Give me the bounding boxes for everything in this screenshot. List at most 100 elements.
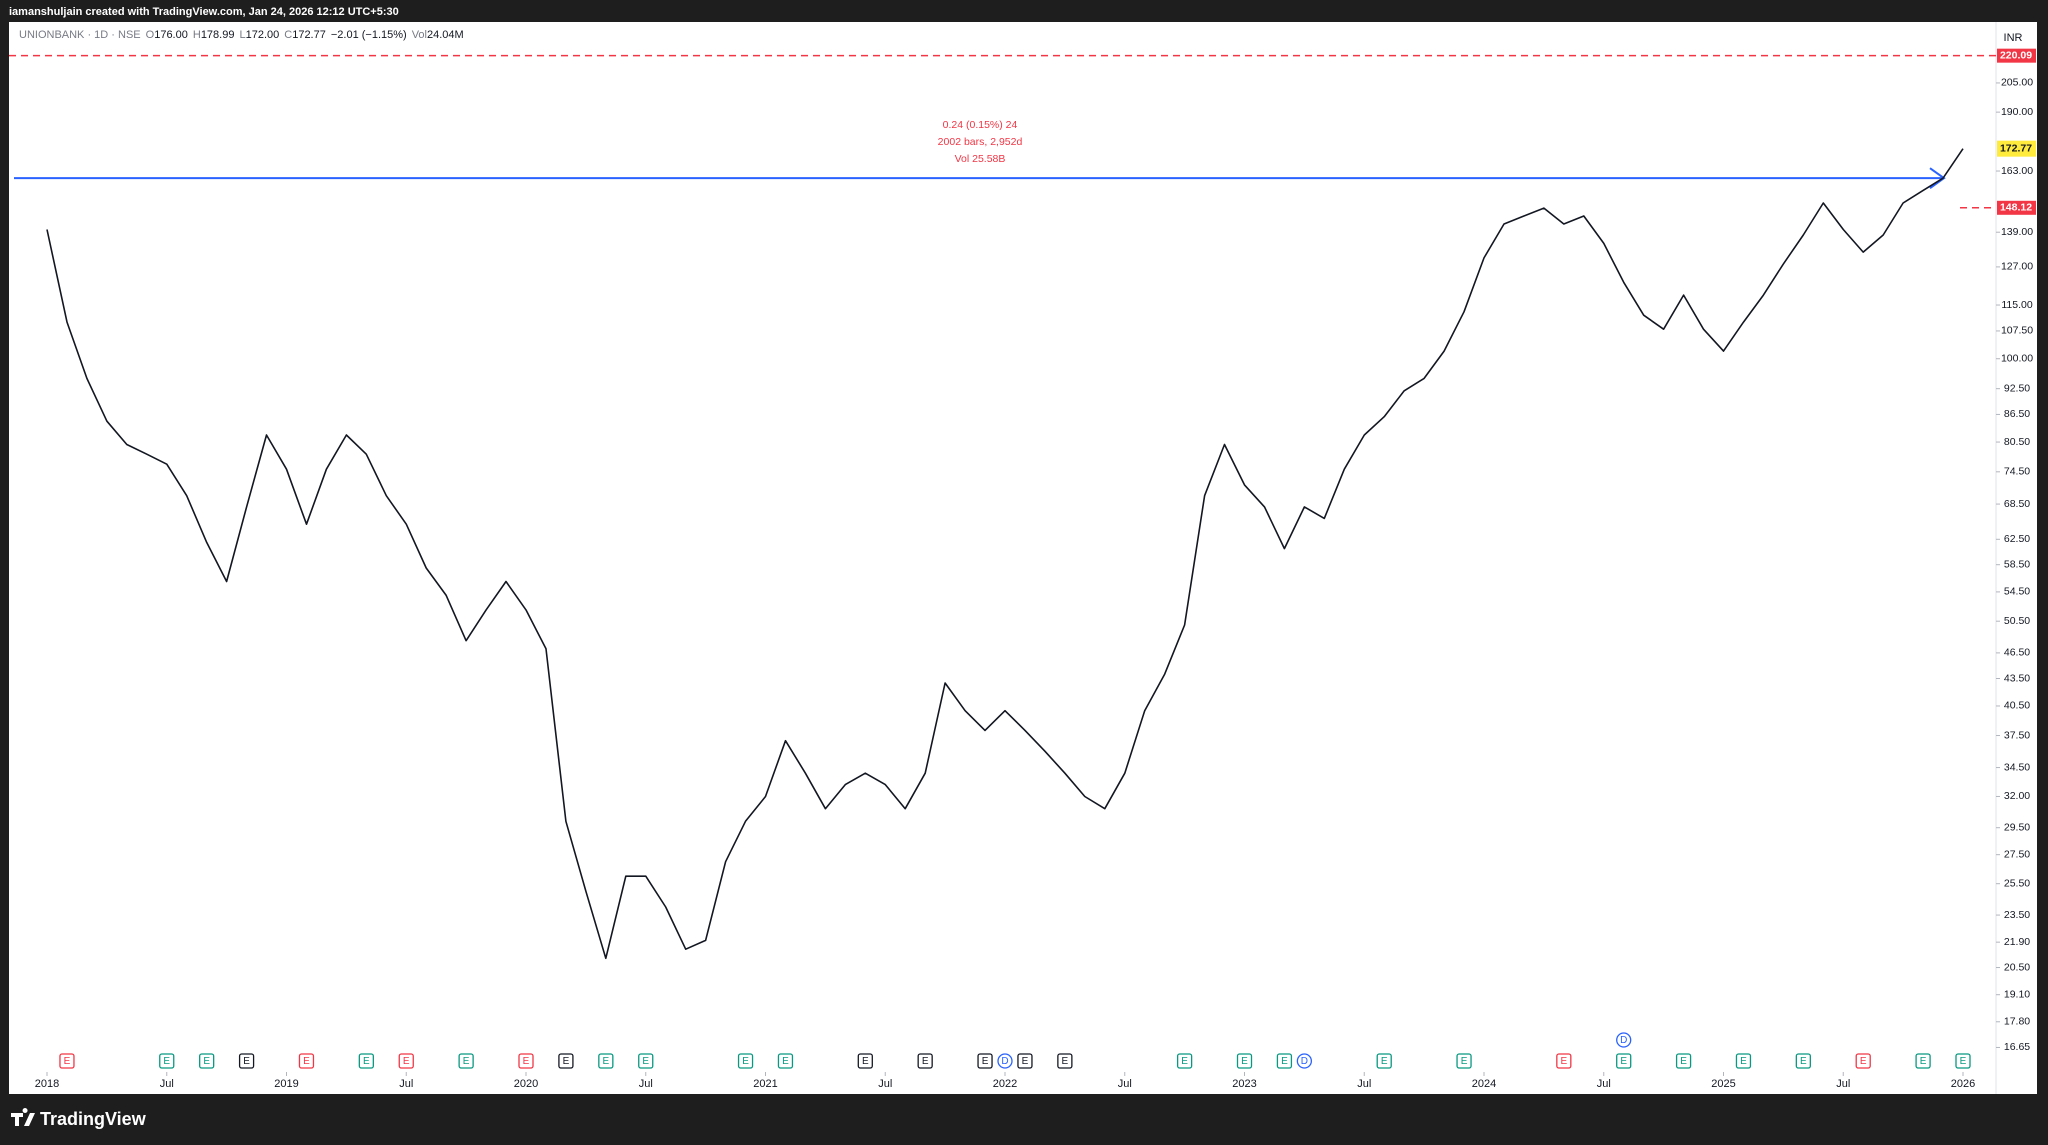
event-marker <box>857 1053 873 1069</box>
event-marker <box>1276 1053 1293 1069</box>
quote-label: C <box>284 29 292 41</box>
event-label: E <box>1960 1056 1967 1067</box>
y-tick-label: 100.00 <box>2001 353 2033 365</box>
y-tick-label: 107.50 <box>2001 325 2033 337</box>
event-marker <box>1675 1053 1692 1069</box>
y-tick-label: 34.50 <box>2004 761 2030 773</box>
y-tick-label: 43.50 <box>2004 672 2030 684</box>
event-label: E <box>1062 1056 1069 1067</box>
volume-label: Vol <box>412 29 427 41</box>
y-tick-label: 20.50 <box>2004 961 2030 973</box>
x-tick-label: 2022 <box>993 1078 1017 1090</box>
event-label: E <box>782 1056 789 1067</box>
y-tick-label: 25.50 <box>2004 877 2030 889</box>
event-marker <box>1855 1053 1871 1069</box>
y-tick-label: 40.50 <box>2004 700 2030 712</box>
event-label: E <box>742 1056 749 1067</box>
event-marker <box>298 1053 315 1069</box>
currency: INR <box>2004 32 2023 44</box>
y-tick-label: 80.50 <box>2004 436 2030 448</box>
event-label: E <box>64 1056 71 1067</box>
event-label: E <box>463 1056 470 1067</box>
symbol: UNIONBANK · 1D · NSE <box>19 29 141 41</box>
event-label: E <box>1241 1056 1248 1067</box>
quote-label: H <box>193 29 201 41</box>
x-tick-label: Jul <box>160 1078 174 1090</box>
y-tick-label: 62.50 <box>2004 533 2030 545</box>
y-tick-label: 46.50 <box>2004 647 2030 659</box>
event-marker <box>997 1053 1013 1069</box>
event-label: E <box>303 1056 310 1067</box>
change: −2.01 (−1.15%) <box>331 29 407 41</box>
x-tick-label: Jul <box>1118 1078 1132 1090</box>
y-tick-label: 19.10 <box>2004 988 2030 1000</box>
y-tick-label: 16.65 <box>2004 1041 2030 1053</box>
trend-arrow <box>1929 167 1946 189</box>
top-bar <box>0 0 2048 22</box>
event-marker <box>1735 1053 1752 1069</box>
y-tick-label: 139.00 <box>2001 226 2033 238</box>
y-tick-label: 74.50 <box>2004 466 2030 478</box>
x-tick-label: 2019 <box>274 1078 298 1090</box>
quote-value: 172.77 <box>292 29 326 41</box>
x-tick-label: Jul <box>1357 1078 1371 1090</box>
event-marker <box>558 1053 574 1069</box>
x-tick-label: Jul <box>399 1078 413 1090</box>
y-tick-label: 54.50 <box>2004 586 2030 598</box>
event-marker <box>1556 1053 1572 1069</box>
y-tick-label: 32.00 <box>2004 790 2030 802</box>
event-label: E <box>1461 1056 1468 1067</box>
alert-label: 220.09 <box>2000 49 2032 61</box>
x-tick-label: 2021 <box>753 1078 777 1090</box>
measure-label: Vol 25.58B <box>955 153 1006 165</box>
event-label: E <box>243 1056 250 1067</box>
event-label: E <box>602 1056 609 1067</box>
x-tick-label: Jul <box>639 1078 653 1090</box>
y-tick-label: 37.50 <box>2004 729 2030 741</box>
event-marker <box>59 1053 75 1069</box>
event-marker <box>1057 1053 1073 1069</box>
y-tick-label: 115.00 <box>2001 299 2032 311</box>
event-label: E <box>563 1056 570 1067</box>
x-tick-label: 2018 <box>35 1078 59 1090</box>
event-marker <box>1616 1053 1632 1069</box>
event-marker <box>1376 1053 1392 1069</box>
event-label: D <box>1001 1056 1008 1067</box>
quote-value: 176.00 <box>154 29 188 41</box>
measure-label: 2002 bars, 2,952d <box>938 136 1023 148</box>
logo-text: TradingView <box>40 1109 147 1129</box>
quote-value: 172.00 <box>246 29 280 41</box>
y-tick-label: 127.00 <box>2001 261 2033 273</box>
y-tick-label: 58.50 <box>2004 558 2030 570</box>
y-tick-label: 68.50 <box>2004 498 2030 510</box>
logo-icon <box>11 1108 35 1126</box>
event-label: E <box>1740 1056 1747 1067</box>
x-tick-label: Jul <box>1836 1078 1850 1090</box>
event-label: E <box>642 1056 649 1067</box>
y-tick-label: 190.00 <box>2001 106 2033 118</box>
event-marker <box>1017 1053 1033 1069</box>
quote-value: 178.99 <box>201 29 235 41</box>
event-marker <box>159 1053 175 1069</box>
y-tick-label: 21.90 <box>2004 936 2030 948</box>
event-marker <box>458 1053 474 1069</box>
event-label: E <box>1022 1056 1029 1067</box>
x-tick-label: Jul <box>878 1078 892 1090</box>
event-label: E <box>1800 1056 1807 1067</box>
x-tick-label: 2026 <box>1951 1078 1975 1090</box>
volume-value: 24.04M <box>427 29 464 41</box>
y-tick-label: 23.50 <box>2004 909 2030 921</box>
event-marker <box>1915 1053 1931 1069</box>
event-marker <box>977 1053 993 1069</box>
event-label: E <box>1381 1056 1388 1067</box>
ticker-text: UNIONBANK · 1D · NSE O176.00 H178.99 L172.0… <box>19 29 464 41</box>
plot: 205.00 190.00 163.00 139.00 127.00 115.00 107.… <box>9 48 2036 1090</box>
event-marker <box>1236 1053 1253 1069</box>
y-tick-label: 50.50 <box>2004 615 2030 627</box>
x-tick-label: 2020 <box>514 1078 538 1090</box>
event-marker <box>358 1053 374 1069</box>
alert-label: 148.12 <box>2000 202 2032 214</box>
event-marker <box>398 1053 414 1069</box>
